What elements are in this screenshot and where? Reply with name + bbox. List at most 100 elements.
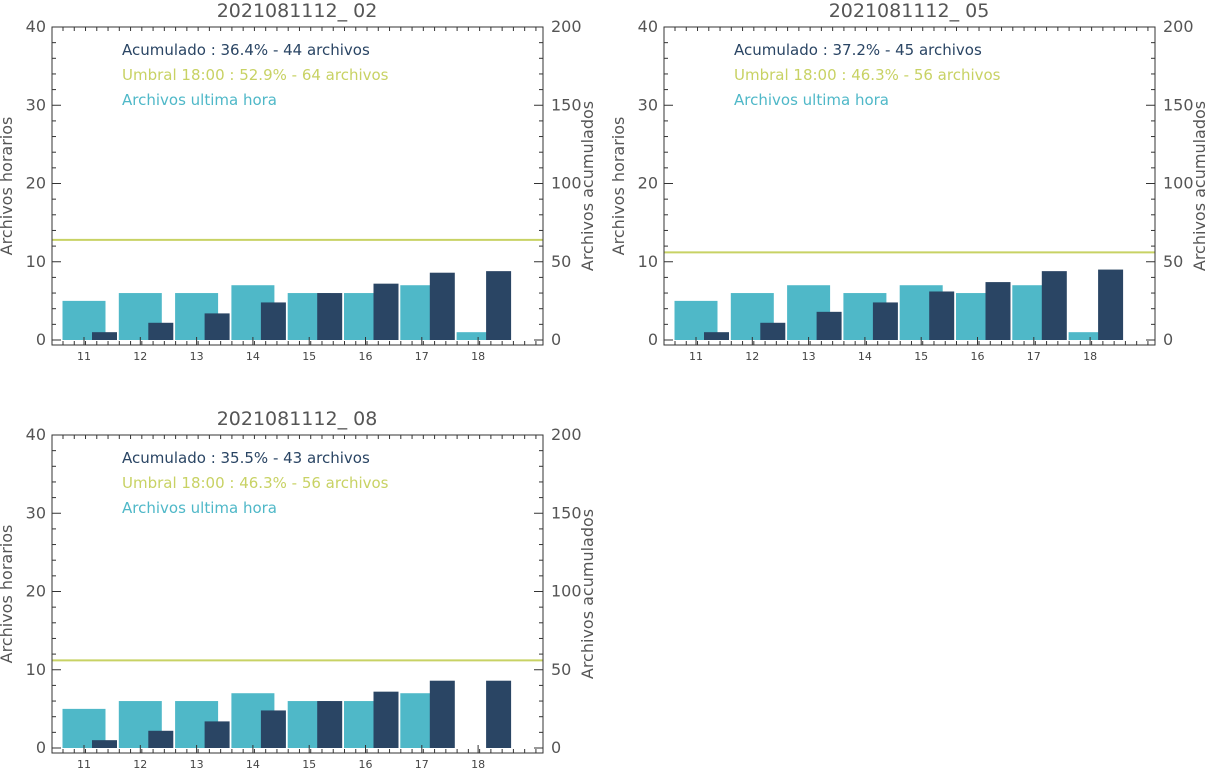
right-tick-label: 50 [1163,252,1183,271]
cumulative-bar-15 [317,701,343,748]
cumulative-bar-17 [1041,271,1067,340]
x-tick-label-18: 18 [471,350,485,363]
left-tick-label: 10 [26,660,46,679]
x-tick-label-12: 12 [745,350,759,363]
right-axis-label: Archivos acumulados [578,101,597,271]
x-tick-label-14: 14 [246,350,260,363]
cumulative-bar-13 [204,313,230,340]
cumulative-bar-18 [1098,269,1124,340]
x-tick-label-15: 15 [302,350,316,363]
cumulative-bar-18 [486,271,512,340]
chart-title: 2021081112_ 08 [217,408,378,430]
x-tick-label-15: 15 [914,350,928,363]
plot-frame [51,26,544,346]
x-tick-label-17: 17 [1027,350,1041,363]
right-axis-label: Archivos acumulados [578,509,597,679]
x-tick-label-11: 11 [689,350,703,363]
legend-threshold: Umbral 18:00 : 46.3% - 56 archivos [122,474,389,492]
right-tick-label: 0 [1163,330,1173,349]
left-axis-label: Archivos horarios [0,117,16,256]
cumulative-bar-16 [985,282,1011,340]
x-tick-label-13: 13 [190,350,204,363]
x-tick-label-11: 11 [77,758,91,771]
right-tick-label: 150 [551,503,582,522]
x-tick-label-12: 12 [133,350,147,363]
cumulative-bar-17 [429,272,455,340]
legend-threshold: Umbral 18:00 : 52.9% - 64 archivos [122,66,389,84]
left-tick-label: 40 [638,17,658,36]
hourly-bar-18 [456,332,500,340]
legend-hourly: Archivos ultima hora [734,91,889,109]
x-tick-label-18: 18 [471,758,485,771]
left-tick-label: 0 [36,738,46,757]
right-tick-label: 150 [1163,95,1194,114]
chart-panel-3: 2021081112_ 08 0 10 20 30 40 0 50 100 150 200 11 12 1… [0,408,597,771]
x-tick-label-11: 11 [77,350,91,363]
left-tick-label: 30 [638,95,658,114]
x-tick-label-12: 12 [133,758,147,771]
cumulative-bar-15 [929,291,955,340]
right-tick-label: 150 [551,95,582,114]
left-axis-label: Archivos horarios [609,117,628,256]
x-tick-label-14: 14 [858,350,872,363]
legend-hourly: Archivos ultima hora [122,91,277,109]
right-tick-label: 0 [551,738,561,757]
cumulative-bar-11 [704,332,729,340]
cumulative-bar-14 [872,302,898,340]
chart-title: 2021081112_ 02 [217,0,378,22]
left-tick-label: 40 [26,17,46,36]
x-tick-label-14: 14 [246,758,260,771]
x-tick-label-17: 17 [415,758,429,771]
x-tick-label-17: 17 [415,350,429,363]
right-tick-label: 200 [1163,17,1194,36]
cumulative-bar-18 [486,680,512,748]
cumulative-bar-17 [429,680,455,748]
chart-title: 2021081112_ 05 [829,0,990,22]
right-tick-label: 50 [551,252,571,271]
right-tick-label: 0 [551,330,561,349]
plot-frame [663,26,1156,346]
left-tick-label: 10 [638,252,658,271]
x-tick-label-18: 18 [1083,350,1097,363]
x-tick-label-16: 16 [971,350,985,363]
cumulative-bar-12 [148,322,174,340]
legend-cumulative: Acumulado : 36.4% - 44 archivos [122,41,370,59]
plot-frame [51,434,544,754]
right-tick-label: 200 [551,425,582,444]
right-tick-label: 100 [1163,174,1194,193]
right-tick-label: 100 [551,174,582,193]
cumulative-bar-14 [260,710,286,748]
cumulative-bar-11 [92,332,117,340]
right-tick-label: 100 [551,582,582,601]
cumulative-bar-15 [317,293,343,340]
cumulative-bar-13 [204,721,230,748]
hourly-bar-18 [1068,332,1112,340]
legend-cumulative: Acumulado : 35.5% - 43 archivos [122,449,370,467]
legend-threshold: Umbral 18:00 : 46.3% - 56 archivos [734,66,1001,84]
left-tick-label: 40 [26,425,46,444]
x-tick-label-13: 13 [802,350,816,363]
left-tick-label: 20 [26,582,46,601]
right-axis-label: Archivos acumulados [1190,101,1206,271]
right-tick-label: 50 [551,660,571,679]
x-tick-label-16: 16 [359,350,373,363]
legend-hourly: Archivos ultima hora [122,499,277,517]
left-tick-label: 20 [26,174,46,193]
left-tick-label: 30 [26,95,46,114]
cumulative-bar-12 [760,322,786,340]
cumulative-bar-13 [816,311,842,340]
left-tick-label: 0 [648,330,658,349]
left-tick-label: 0 [36,330,46,349]
right-tick-label: 200 [551,17,582,36]
left-tick-label: 10 [26,252,46,271]
legend-cumulative: Acumulado : 37.2% - 45 archivos [734,41,982,59]
x-tick-label-15: 15 [302,758,316,771]
chart-panel-2: 2021081112_ 05 0 10 20 30 40 0 50 100 150 200 11 12 1… [609,0,1206,363]
left-tick-label: 20 [638,174,658,193]
x-tick-label-16: 16 [359,758,373,771]
left-tick-label: 30 [26,503,46,522]
cumulative-bar-12 [148,730,174,748]
cumulative-bar-16 [373,283,399,340]
x-tick-label-13: 13 [190,758,204,771]
